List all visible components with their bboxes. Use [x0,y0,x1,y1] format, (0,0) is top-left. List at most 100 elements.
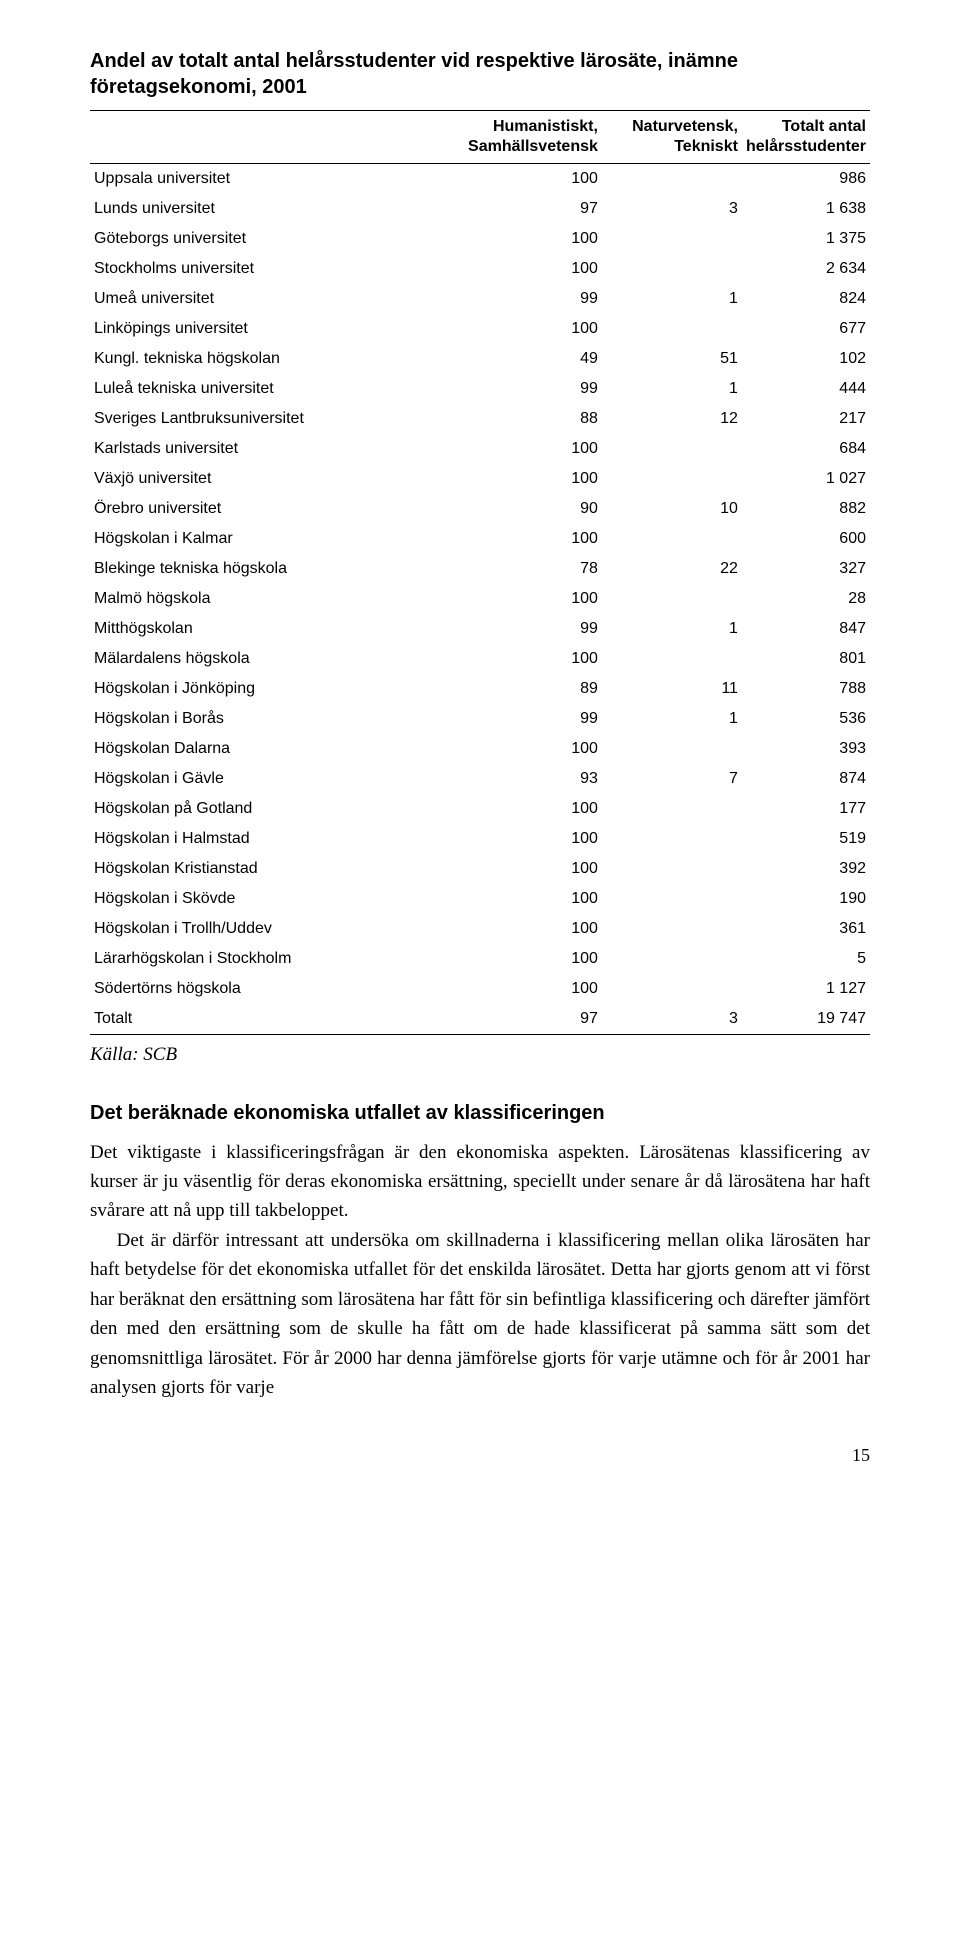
cell-name: Uppsala universitet [90,164,446,195]
col-header-naturvetensk: Naturvetensk, Tekniskt [602,111,742,164]
table-row: Linköpings universitet100677 [90,314,870,344]
table-row: Malmö högskola10028 [90,584,870,614]
cell-totalt: 5 [742,944,870,974]
table-row: Mitthögskolan991847 [90,614,870,644]
cell-naturvetensk: 1 [602,374,742,404]
cell-name: Växjö universitet [90,464,446,494]
cell-naturvetensk: 3 [602,194,742,224]
cell-humanistiskt: 100 [446,644,602,674]
cell-totalt: 882 [742,494,870,524]
cell-name: Luleå tekniska universitet [90,374,446,404]
cell-name: Göteborgs universitet [90,224,446,254]
cell-humanistiskt: 100 [446,524,602,554]
cell-humanistiskt: 100 [446,314,602,344]
cell-naturvetensk [602,944,742,974]
cell-naturvetensk [602,164,742,195]
paragraph-2: Det är därför intressant att undersöka o… [90,1226,870,1403]
section-heading: Det beräknade ekonomiska utfallet av kla… [90,1098,870,1128]
cell-name: Högskolan i Kalmar [90,524,446,554]
cell-name: Sveriges Lantbruksuniversitet [90,404,446,434]
cell-naturvetensk [602,914,742,944]
cell-naturvetensk: 11 [602,674,742,704]
table-row: Blekinge tekniska högskola7822327 [90,554,870,584]
cell-humanistiskt: 100 [446,944,602,974]
cell-totalt: 824 [742,284,870,314]
cell-totalt: 361 [742,914,870,944]
cell-humanistiskt: 78 [446,554,602,584]
cell-totalt: 28 [742,584,870,614]
cell-totalt: 788 [742,674,870,704]
col-header-empty [90,111,446,164]
cell-humanistiskt: 100 [446,734,602,764]
cell-humanistiskt: 100 [446,584,602,614]
cell-naturvetensk: 1 [602,614,742,644]
data-table: Humanistiskt, Samhällsvetensk Naturveten… [90,110,870,1035]
cell-name: Högskolan på Gotland [90,794,446,824]
table-header-row: Humanistiskt, Samhällsvetensk Naturveten… [90,111,870,164]
table-row: Högskolan i Borås991536 [90,704,870,734]
cell-naturvetensk [602,974,742,1004]
cell-humanistiskt: 97 [446,194,602,224]
cell-naturvetensk [602,884,742,914]
cell-naturvetensk [602,794,742,824]
page-number: 15 [90,1442,870,1469]
cell-humanistiskt: 99 [446,284,602,314]
table-row: Högskolan i Jönköping8911788 [90,674,870,704]
cell-naturvetensk: 22 [602,554,742,584]
table-row: Högskolan i Gävle937874 [90,764,870,794]
cell-humanistiskt: 100 [446,164,602,195]
table-row: Stockholms universitet1002 634 [90,254,870,284]
cell-name: Lärarhögskolan i Stockholm [90,944,446,974]
cell-name: Södertörns högskola [90,974,446,1004]
cell-humanistiskt: 89 [446,674,602,704]
cell-totalt: 1 375 [742,224,870,254]
table-title: Andel av totalt antal helårsstudenter vi… [90,48,870,100]
cell-name: Högskolan Kristianstad [90,854,446,884]
cell-humanistiskt: 97 [446,1004,602,1035]
cell-totalt: 847 [742,614,870,644]
cell-totalt: 986 [742,164,870,195]
cell-totalt: 19 747 [742,1004,870,1035]
cell-naturvetensk [602,314,742,344]
table-source: Källa: SCB [90,1041,870,1070]
table-row: Högskolan på Gotland100177 [90,794,870,824]
cell-naturvetensk [602,254,742,284]
table-row: Högskolan Kristianstad100392 [90,854,870,884]
table-row: Högskolan i Trollh/Uddev100361 [90,914,870,944]
table-row: Högskolan i Halmstad100519 [90,824,870,854]
cell-naturvetensk [602,464,742,494]
cell-name: Karlstads universitet [90,434,446,464]
table-row: Högskolan i Skövde100190 [90,884,870,914]
cell-name: Örebro universitet [90,494,446,524]
table-row: Totalt97319 747 [90,1004,870,1035]
cell-humanistiskt: 99 [446,704,602,734]
table-row: Högskolan i Kalmar100 600 [90,524,870,554]
cell-totalt: 177 [742,794,870,824]
cell-totalt: 102 [742,344,870,374]
cell-humanistiskt: 99 [446,374,602,404]
cell-name: Högskolan i Skövde [90,884,446,914]
table-row: Örebro universitet9010882 [90,494,870,524]
cell-totalt: 536 [742,704,870,734]
cell-name: Blekinge tekniska högskola [90,554,446,584]
cell-name: Totalt [90,1004,446,1035]
cell-naturvetensk [602,824,742,854]
cell-name: Stockholms universitet [90,254,446,284]
cell-name: Högskolan i Trollh/Uddev [90,914,446,944]
cell-humanistiskt: 100 [446,974,602,1004]
cell-totalt: 327 [742,554,870,584]
cell-totalt: 1 638 [742,194,870,224]
cell-totalt: 393 [742,734,870,764]
cell-naturvetensk: 12 [602,404,742,434]
cell-name: Högskolan i Gävle [90,764,446,794]
cell-humanistiskt: 100 [446,884,602,914]
cell-naturvetensk: 51 [602,344,742,374]
cell-totalt: 801 [742,644,870,674]
cell-totalt: 600 [742,524,870,554]
cell-name: Mitthögskolan [90,614,446,644]
cell-name: Linköpings universitet [90,314,446,344]
cell-humanistiskt: 88 [446,404,602,434]
cell-name: Lunds universitet [90,194,446,224]
table-row: Göteborgs universitet1001 375 [90,224,870,254]
cell-naturvetensk: 10 [602,494,742,524]
